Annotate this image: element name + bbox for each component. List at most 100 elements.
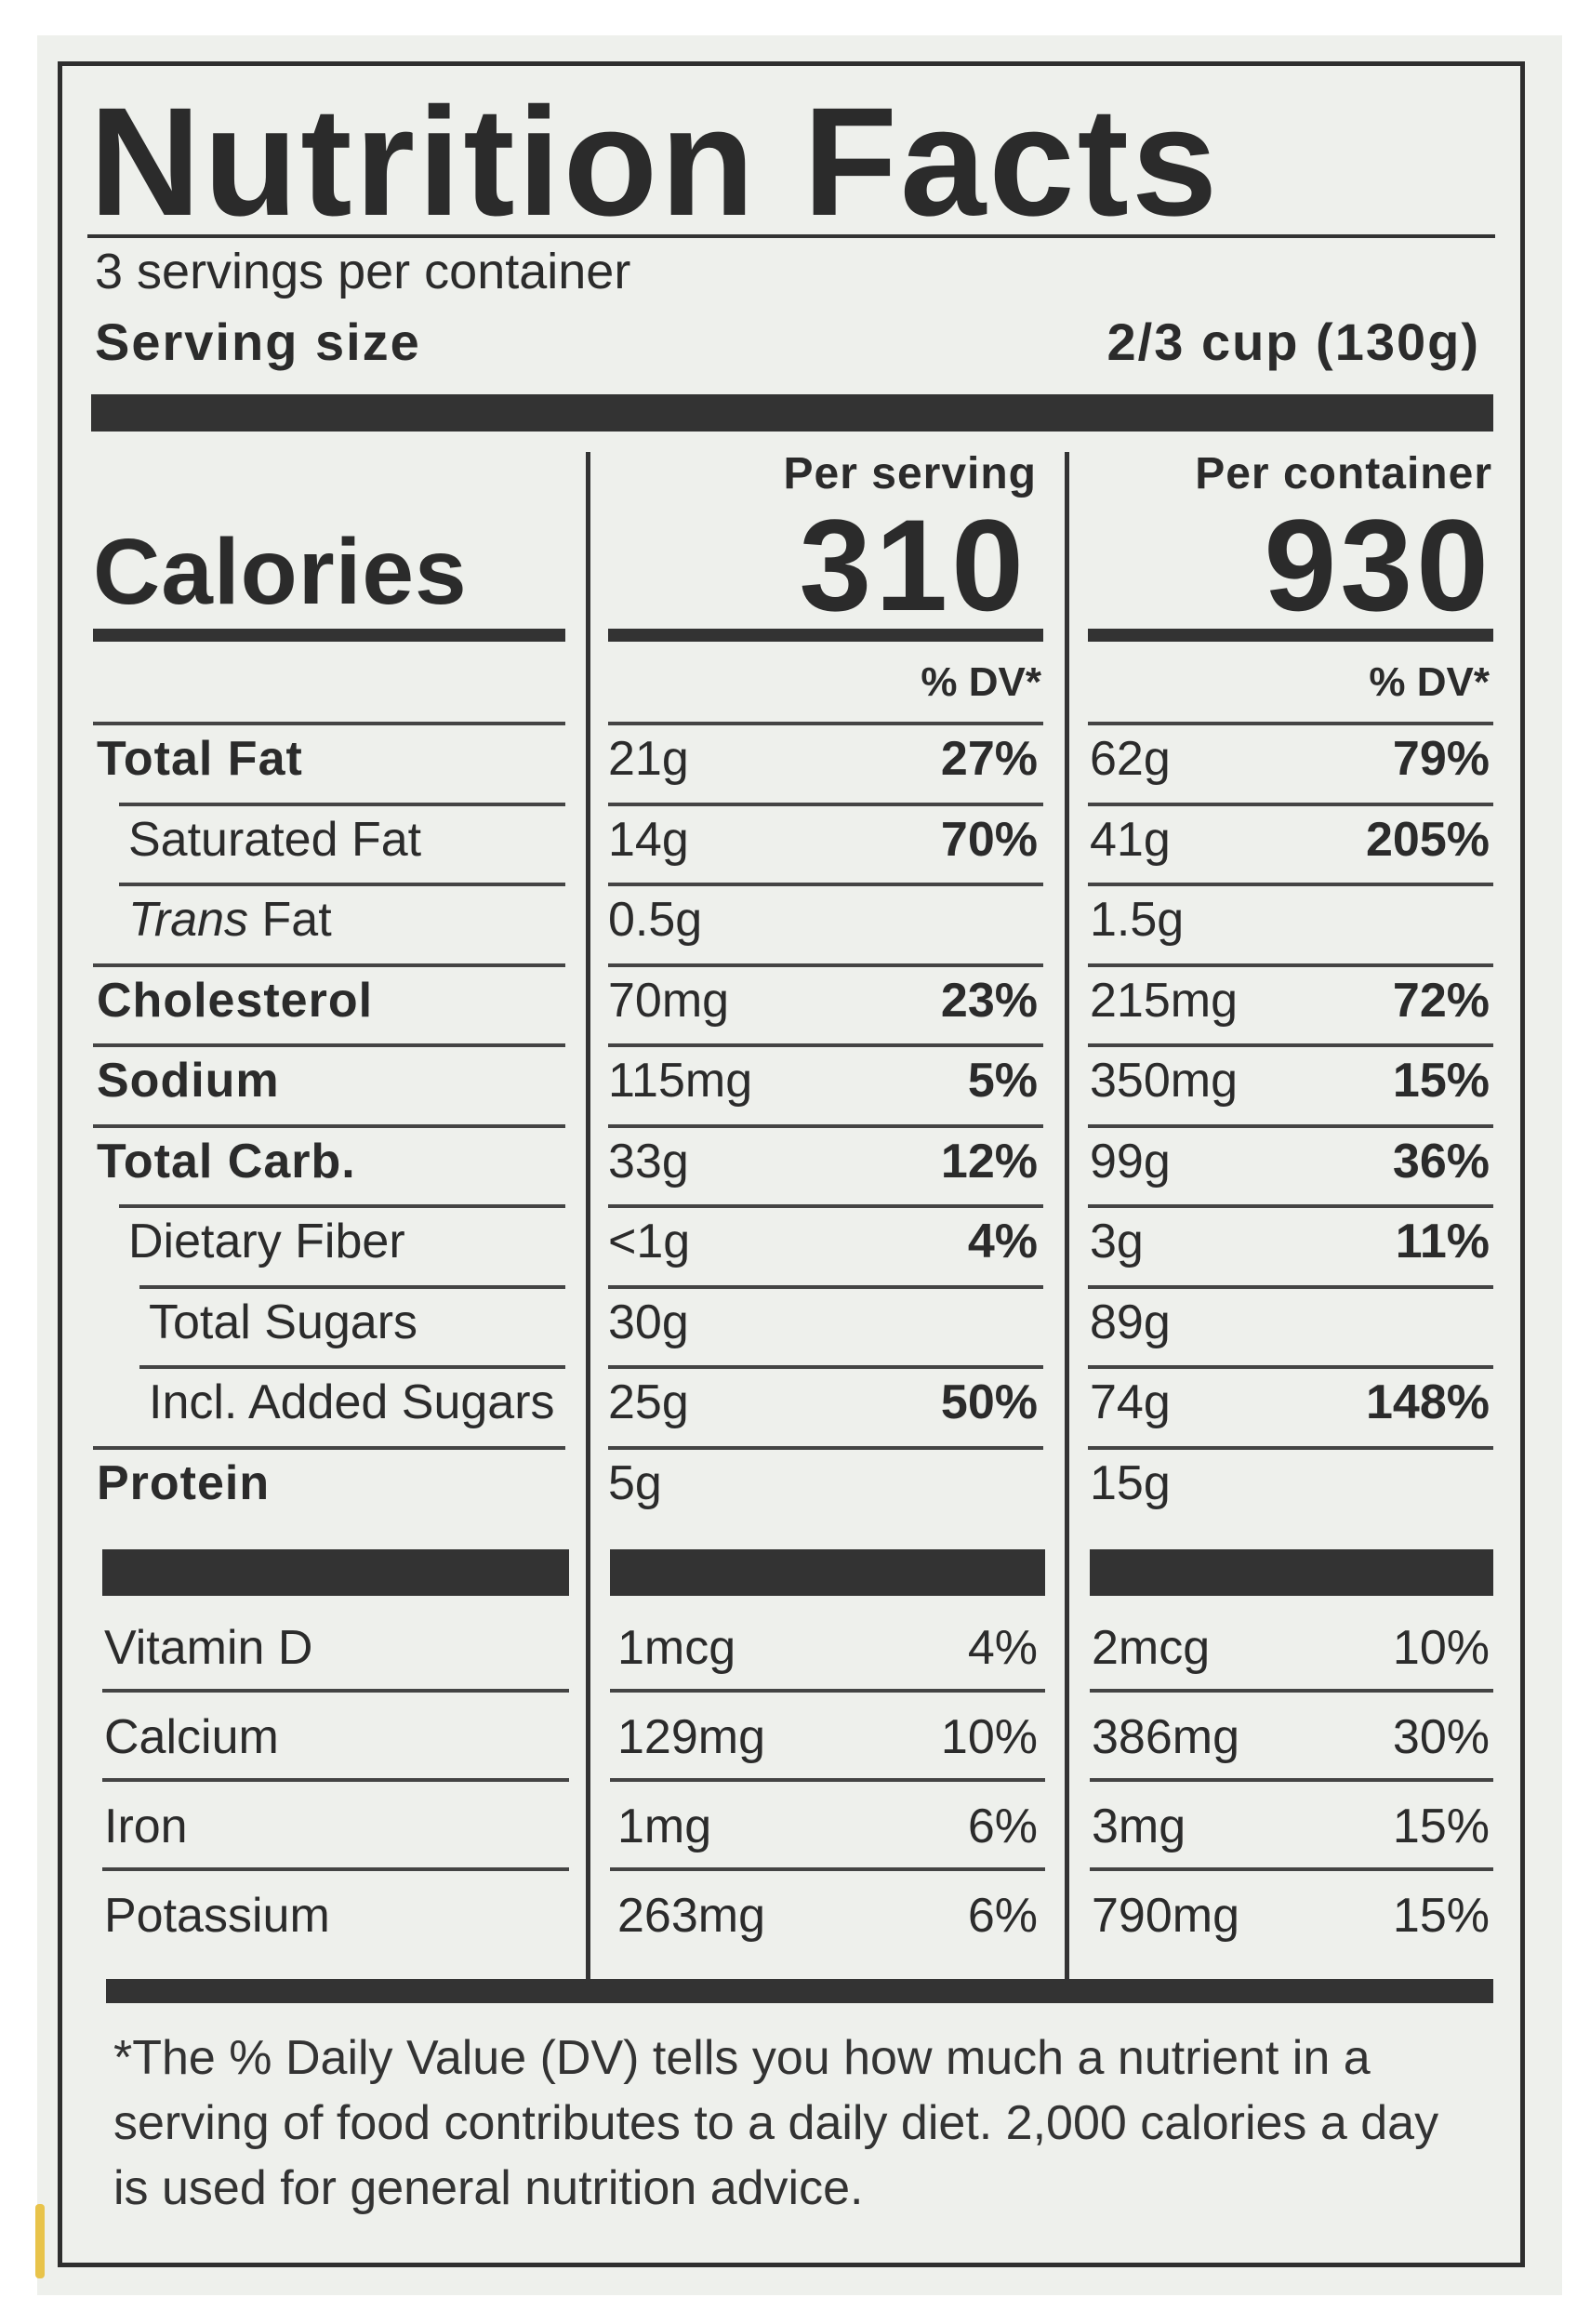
- nutrient-row-rule: [1088, 1284, 1493, 1289]
- nutrient-row-rule: [608, 963, 1043, 967]
- per-container-header: Per container: [1195, 449, 1492, 498]
- nutrient-row-rule: [1088, 1204, 1493, 1208]
- thick-rule-top: [91, 394, 1493, 432]
- container-amount: 215mg: [1090, 973, 1238, 1028]
- column-divider-left: [586, 452, 590, 1986]
- nutrient-name: Incl. Added Sugars: [149, 1375, 555, 1429]
- serving-amount: <1g: [608, 1215, 691, 1268]
- thick-rule-vitamins-serving: [610, 1549, 1045, 1596]
- container-amount: 74g: [1090, 1375, 1171, 1429]
- nutrient-name: Total Carb.: [97, 1134, 356, 1189]
- nutrient-row-rule: [1088, 1043, 1493, 1047]
- serving-size-value: 2/3 cup (130g): [1106, 312, 1480, 371]
- serving-dv: 23%: [940, 973, 1038, 1028]
- vitamin-container-amount: 3mg: [1092, 1799, 1186, 1853]
- vitamin-row-rule: [102, 1778, 569, 1782]
- nutrient-name: Dietary Fiber: [128, 1215, 405, 1268]
- column-divider-right: [1065, 452, 1069, 1986]
- container-amount: 41g: [1090, 812, 1171, 867]
- calories-label: Calories: [93, 520, 468, 624]
- nutrient-name: Total Fat: [97, 732, 303, 786]
- vitamin-row-rule: [102, 1867, 569, 1871]
- nutrient-row-rule: [1088, 883, 1493, 886]
- nutrient-name: Saturated Fat: [128, 812, 422, 867]
- vitamin-row-rule: [1090, 1778, 1493, 1782]
- serving-size-label: Serving size: [95, 312, 421, 371]
- nutrient-row-rule: [608, 722, 1043, 725]
- nutrient-row-rule: [608, 1284, 1043, 1289]
- nutrient-row-rule: [93, 722, 565, 725]
- thick-rule-bottom: [106, 1979, 1493, 2003]
- nutrient-row-rule: [1088, 802, 1493, 806]
- nutrient-row-rule: [1088, 722, 1493, 725]
- container-dv: 36%: [1392, 1134, 1490, 1189]
- serving-amount: 14g: [608, 812, 689, 867]
- vitamin-container-amount: 2mcg: [1092, 1621, 1211, 1675]
- serving-amount: 30g: [608, 1295, 689, 1349]
- vitamin-container-dv: 15%: [1392, 1889, 1490, 1943]
- thick-rule-vitamins-container: [1090, 1549, 1493, 1596]
- vitamin-container-dv: 30%: [1392, 1710, 1490, 1764]
- nutrient-name: Cholesterol: [97, 973, 374, 1028]
- nutrient-name: Protein: [97, 1455, 271, 1510]
- vitamin-row-rule: [1090, 1689, 1493, 1693]
- vitamin-container-dv: 10%: [1392, 1621, 1490, 1675]
- vitamin-name: Potassium: [104, 1889, 330, 1943]
- vitamin-container-dv: 15%: [1392, 1799, 1490, 1853]
- nutrient-row-rule: [1088, 963, 1493, 967]
- container-dv: 11%: [1395, 1215, 1490, 1268]
- vitamin-container-amount: 790mg: [1092, 1889, 1239, 1943]
- dv-header-container: % DV*: [1369, 659, 1490, 705]
- serving-amount: 33g: [608, 1134, 689, 1189]
- label-title: Nutrition Facts: [89, 76, 1221, 248]
- container-dv: 205%: [1366, 812, 1490, 867]
- container-amount: 89g: [1090, 1295, 1171, 1349]
- nutrient-row-rule: [608, 1445, 1043, 1450]
- container-dv: 148%: [1366, 1375, 1490, 1429]
- nutrition-label-frame: [58, 61, 1525, 2267]
- vitamin-container-amount: 386mg: [1092, 1710, 1239, 1764]
- nutrient-name: Sodium: [97, 1054, 280, 1108]
- thick-rule-vitamins-name: [102, 1549, 569, 1596]
- nutrient-row-rule: [93, 1123, 565, 1128]
- serving-dv: 70%: [940, 812, 1038, 867]
- vitamin-serving-dv: 6%: [967, 1889, 1038, 1943]
- nutrient-row-rule: [119, 883, 565, 886]
- serving-amount: 0.5g: [608, 893, 703, 947]
- nutrient-row-rule: [93, 1043, 565, 1047]
- nutrient-row-rule: [608, 1043, 1043, 1047]
- nutrient-name: Trans Fat: [128, 892, 332, 948]
- nutrient-row-rule: [1088, 1123, 1493, 1128]
- nutrient-row-rule: [608, 1365, 1043, 1369]
- nutrient-row-rule: [608, 883, 1043, 886]
- nutrient-row-rule: [119, 1204, 565, 1208]
- container-amount: 350mg: [1090, 1054, 1238, 1108]
- nutrient-name-italic: Trans: [128, 893, 249, 947]
- nutrient-row-rule: [139, 1365, 565, 1369]
- nutrient-row-rule: [93, 963, 565, 967]
- nutrient-name-rest: Fat: [248, 893, 332, 947]
- container-dv: 79%: [1392, 732, 1490, 786]
- vitamin-serving-amount: 263mg: [617, 1889, 765, 1943]
- calories-per-container: 930: [1264, 492, 1492, 638]
- per-serving-header: Per serving: [783, 449, 1037, 498]
- vitamin-name: Calcium: [104, 1710, 279, 1764]
- serving-amount: 21g: [608, 732, 689, 786]
- container-amount: 99g: [1090, 1134, 1171, 1189]
- vitamin-serving-amount: 1mg: [617, 1799, 712, 1853]
- nutrient-row-rule: [1088, 1445, 1493, 1450]
- container-amount: 15g: [1090, 1455, 1171, 1510]
- vitamin-name: Vitamin D: [104, 1621, 313, 1675]
- serving-dv: 4%: [967, 1215, 1038, 1268]
- calories-per-serving: 310: [799, 492, 1027, 638]
- nutrient-row-rule: [93, 1445, 565, 1450]
- vitamin-serving-dv: 4%: [967, 1621, 1038, 1675]
- nutrient-row-rule: [139, 1284, 565, 1289]
- vitamin-row-rule: [610, 1778, 1045, 1782]
- title-rule: [87, 234, 1495, 238]
- container-amount: 1.5g: [1090, 893, 1185, 947]
- serving-dv: 50%: [940, 1375, 1038, 1429]
- vitamin-row-rule: [610, 1867, 1045, 1871]
- dv-header-serving: % DV*: [921, 659, 1041, 705]
- serving-amount: 5g: [608, 1455, 662, 1510]
